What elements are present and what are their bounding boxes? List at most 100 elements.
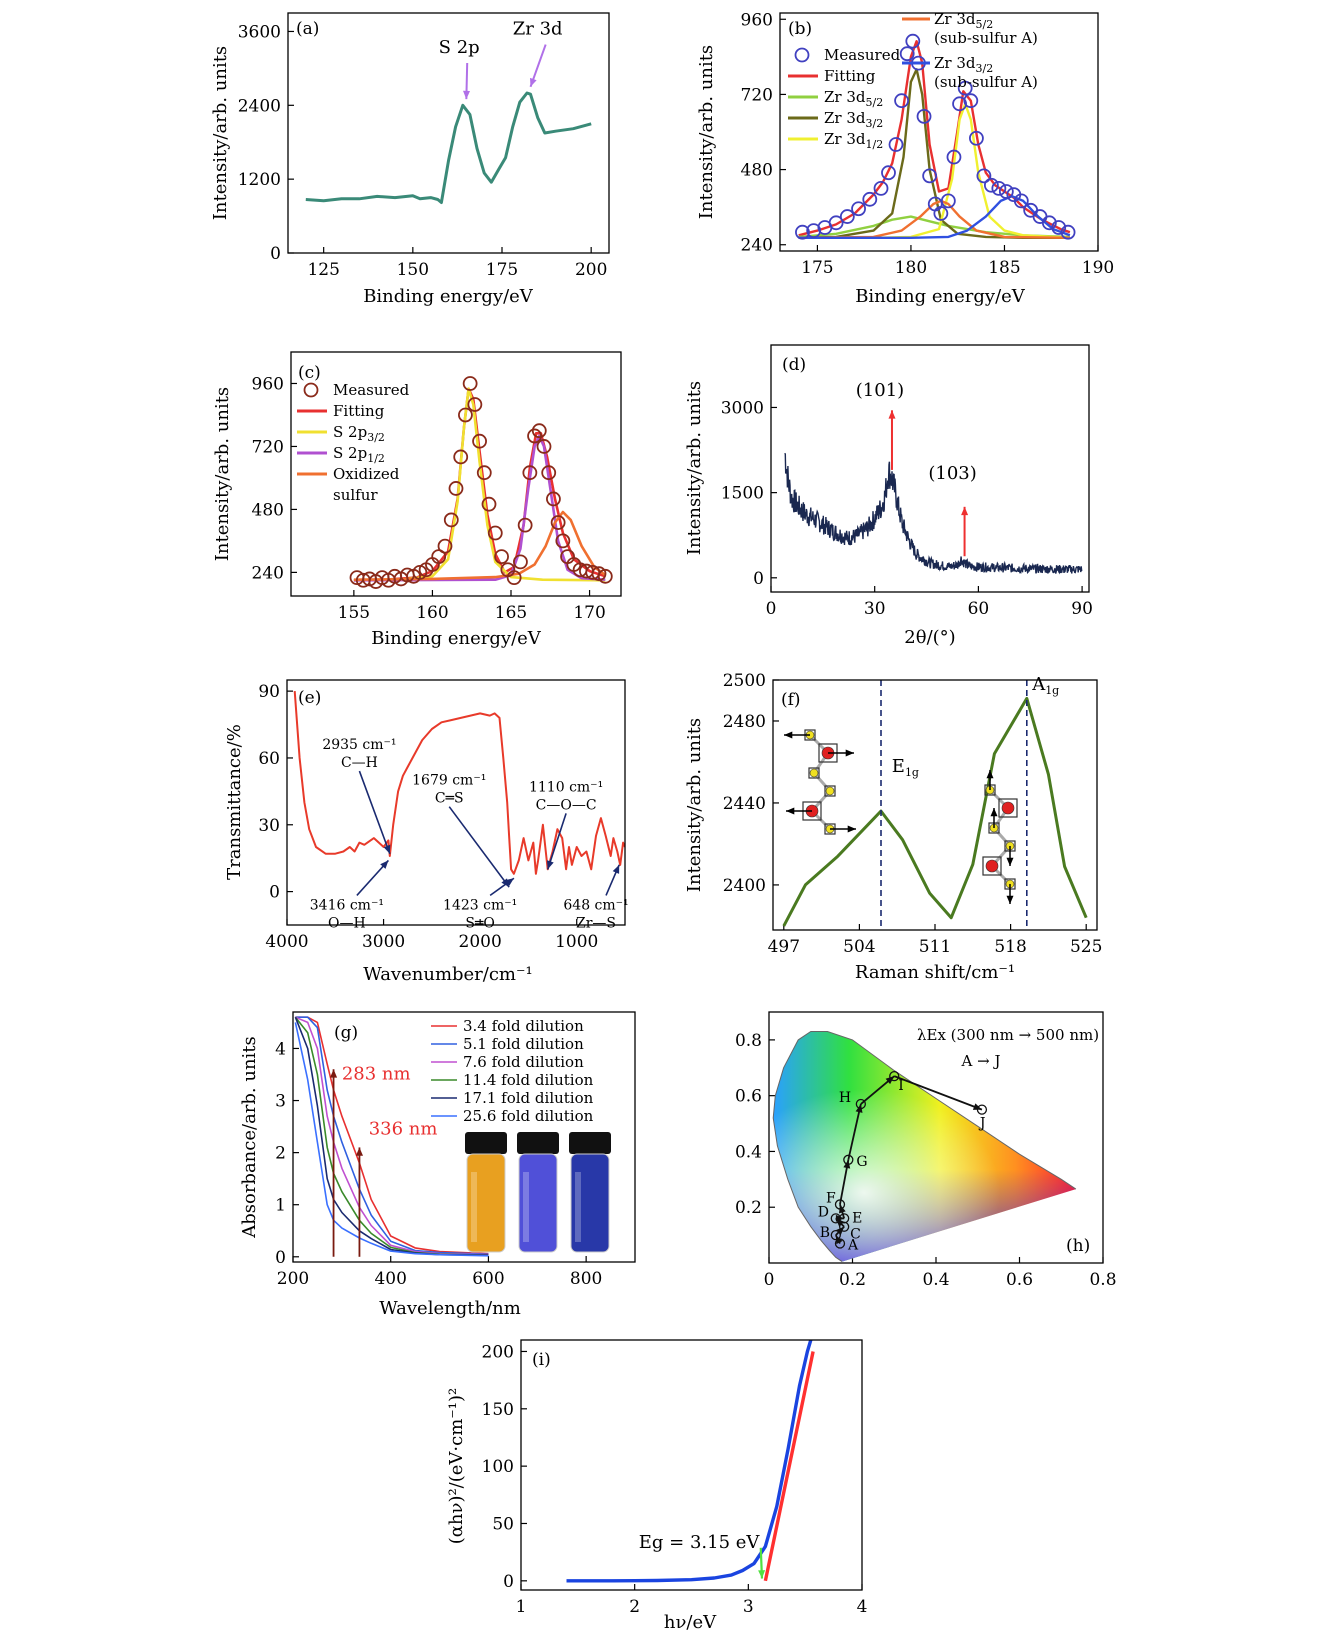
x-tick-label: 175	[801, 258, 833, 278]
panel-c-measured-point	[536, 439, 552, 454]
vibration-arrow-head	[784, 731, 793, 739]
panel-d-peak-arrow-head	[888, 410, 896, 419]
panel-h-path-arrow-head	[972, 1103, 982, 1110]
panel-f-ylabel: Intensity/arb. units	[684, 718, 705, 892]
panel-b-xlabel: Binding energy/eV	[855, 286, 1026, 307]
panel-c-measured-point	[462, 376, 478, 391]
panel-h-point-label: D	[818, 1204, 829, 1220]
panel-b-measured-point	[1060, 224, 1076, 240]
panel-g-ylabel: Absorbance/arb. units	[239, 1036, 260, 1239]
panel-c-measured-point	[458, 407, 473, 423]
panel-e-band-label: 1679 cm⁻¹	[412, 773, 486, 789]
vibration-arrow-head	[986, 770, 994, 779]
panel-b-measured-point	[873, 180, 889, 196]
panel-e-band-label: 648 cm⁻¹	[563, 897, 628, 913]
x-tick-label: 1	[516, 1597, 527, 1617]
panel-g-legend-label: 7.6 fold dilution	[463, 1053, 584, 1071]
panel-c-ylabel: Intensity/arb. units	[212, 387, 233, 561]
panel-b-measured-point	[998, 184, 1014, 199]
y-tick-label: 4	[275, 1039, 286, 1059]
vial-glare	[575, 1172, 581, 1242]
panel-h-point-label: J	[978, 1116, 986, 1132]
panel-b-legend-label: Measured	[824, 46, 901, 64]
panel-a-peak-label: S 2p	[439, 37, 480, 58]
vial-body	[466, 1153, 506, 1253]
panel-e-band-arrow-shaft	[358, 770, 391, 855]
panel-b-marks: 175 180 185 190 240 480 720 960 Measured Fitting Z…	[741, 10, 1115, 278]
vibration-arrow-head	[847, 825, 856, 833]
panel-h-point	[843, 1154, 854, 1165]
panel-d-xlabel: 2θ/(°)	[904, 627, 955, 648]
panel-c-measured-point	[522, 465, 538, 481]
panel-g-series-line	[295, 1016, 489, 1255]
x-tick-label: 180	[895, 258, 927, 278]
x-tick-label: 497	[768, 937, 800, 957]
panel-e-band-arrow-head	[383, 844, 391, 854]
panel-f-mode-label: E1g	[892, 756, 919, 779]
panel-b-measured-point	[1051, 220, 1067, 235]
panel-c-legend-label: Oxidized	[333, 465, 400, 483]
panel-c-measured-point	[494, 549, 509, 565]
panel-b-measured-point	[899, 46, 915, 62]
y-tick-label: 2440	[723, 794, 766, 814]
panel-h-point	[830, 1229, 841, 1241]
y-tick-label: 480	[252, 500, 284, 520]
y-tick-label: 3000	[721, 398, 764, 418]
panel-b-measured-point	[976, 168, 992, 184]
panel-h-locus	[772, 1031, 1077, 1263]
panel-i-fit-line	[763, 1351, 815, 1582]
vial-glare	[471, 1172, 477, 1242]
panel-c-legend-label: Fitting	[333, 402, 385, 420]
panel-d-marks: 0 30 60 90 0 1500 3000 (101) (103)	[721, 380, 1093, 619]
clipped-marks	[782, 696, 1088, 927]
panel-h-path-arrow-head	[835, 1226, 845, 1236]
panel-g-xlabel: Wavelength/nm	[379, 1298, 521, 1319]
panel-a-peak-arrow-head	[530, 77, 537, 87]
panel-g-legend-label: 11.4 fold dilution	[463, 1071, 594, 1089]
y-tick-label: 0	[503, 1572, 514, 1592]
y-tick-label: 960	[252, 374, 284, 394]
panel-f-xlabel: Raman shift/cm⁻¹	[855, 962, 1015, 983]
panel-c-legend-label: S 2p1/2	[333, 444, 385, 465]
panel-h-point-label: G	[856, 1154, 867, 1170]
panel-h-frame	[768, 1011, 1104, 1264]
panel-d-ylabel: Intensity/arb. units	[684, 381, 705, 555]
x-tick-label: 518	[994, 937, 1026, 957]
panel-c-measured-point	[506, 570, 522, 586]
panel-c-legend-symbol	[303, 382, 319, 398]
panel-b-measured-point	[916, 108, 932, 124]
panel-g-tag: (g)	[334, 1023, 358, 1043]
x-tick-label: 525	[1070, 937, 1102, 957]
x-tick-label: 0.8	[1089, 1270, 1116, 1290]
panel-i-ylabel: (αhν)²/(eV·cm⁻¹)²	[446, 1388, 467, 1545]
panel-e: 4000 3000 2000 1000 0 30 60 90 2935 cm⁻¹ C—H 1679 …	[224, 679, 629, 985]
y-tick-label: 1	[275, 1196, 286, 1216]
y-tick-label: 240	[252, 563, 284, 583]
panel-d-peak-label: (103)	[928, 463, 976, 484]
x-tick-label: 0	[766, 599, 777, 619]
y-tick-label: 720	[252, 437, 284, 457]
panel-c-measured-point	[531, 423, 547, 439]
panel-e-band-arrow-head	[505, 878, 514, 886]
x-tick-label: 160	[416, 603, 448, 623]
x-tick-label: 2	[629, 1597, 640, 1617]
panel-b-series-line	[798, 215, 1070, 239]
panel-d: 0 30 60 90 0 1500 3000 (101) (103) (d) 2θ/(°) In…	[684, 344, 1093, 648]
panel-h-title: λEx (300 nm → 500 nm)	[917, 1026, 1099, 1044]
panel-b-ylabel: Intensity/arb. units	[696, 45, 717, 219]
panel-b-measured-point	[963, 93, 979, 109]
vibration-arrow-head	[1006, 895, 1014, 904]
panel-b-measured-point	[881, 165, 896, 181]
vibration-arrow-head	[990, 808, 998, 817]
panel-g-legend-label: 3.4 fold dilution	[463, 1017, 584, 1035]
panel-e-series-line	[293, 691, 625, 875]
panel-h-point-label: H	[839, 1090, 851, 1106]
y-tick-label: 100	[482, 1457, 514, 1477]
panel-a-marks: 125 150 175 200 0 1200 2400 3600 S 2p Zr 3d	[238, 19, 608, 280]
x-tick-label: 0.2	[839, 1270, 866, 1290]
panel-e-band-bond: C—O—C	[536, 797, 597, 813]
vial-glare	[523, 1172, 529, 1242]
panel-e-band-bond: C═S	[435, 791, 464, 807]
x-tick-label: 2000	[459, 932, 502, 952]
